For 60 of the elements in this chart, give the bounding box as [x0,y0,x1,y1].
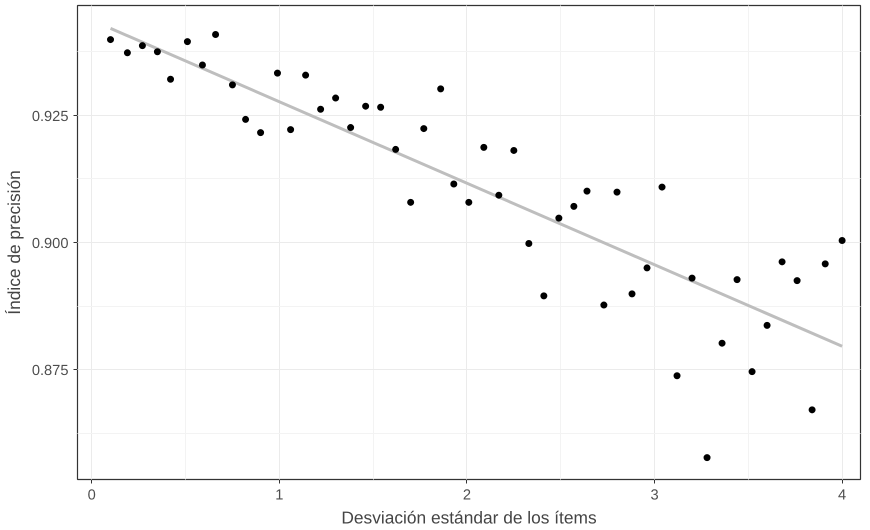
point [628,290,636,298]
point [674,372,681,380]
point [198,62,206,68]
x-tick-label: 0 [88,488,96,504]
point [228,81,236,88]
point [184,38,191,46]
point [302,72,310,79]
point [764,322,771,329]
point [583,188,590,195]
point [437,85,444,92]
point [362,102,370,110]
point [570,202,578,210]
point [107,36,114,44]
point [407,198,414,206]
point [274,70,281,77]
point [838,236,846,244]
point [167,76,174,83]
point [242,116,250,123]
point [510,146,518,154]
point [644,264,651,272]
y-tick-label: 0.925 [32,108,69,125]
point [600,302,608,309]
point [287,126,294,134]
point [555,214,562,222]
x-tick-label: 3 [650,488,659,504]
point [124,49,131,56]
point [347,124,354,132]
point [794,277,801,284]
point [317,106,324,113]
point [420,125,428,132]
point [495,192,502,199]
x-tick-label: 4 [838,488,846,504]
point [450,180,458,188]
point [377,104,384,111]
point [718,340,726,347]
x-tick-label: 1 [275,488,284,504]
point [778,258,786,266]
x-tick-label: 2 [462,488,472,504]
point [688,274,696,282]
y-axis-title: Índice de precisión [4,170,24,315]
y-tick-label: 0.900 [32,236,69,252]
point [734,276,741,284]
point [465,198,472,206]
point [138,42,146,50]
point [658,184,666,191]
point [154,48,161,56]
point [540,292,548,300]
point [332,94,340,102]
point [822,260,829,268]
point [257,129,264,136]
point [212,30,220,38]
point [614,188,621,196]
point [392,146,400,153]
point [480,144,488,151]
point [704,454,711,462]
y-tick-label: 0.875 [32,363,69,380]
x-axis-title: Desviación estándar de los ítems [341,508,597,528]
point [525,240,532,248]
point [748,368,756,376]
point [808,406,816,414]
